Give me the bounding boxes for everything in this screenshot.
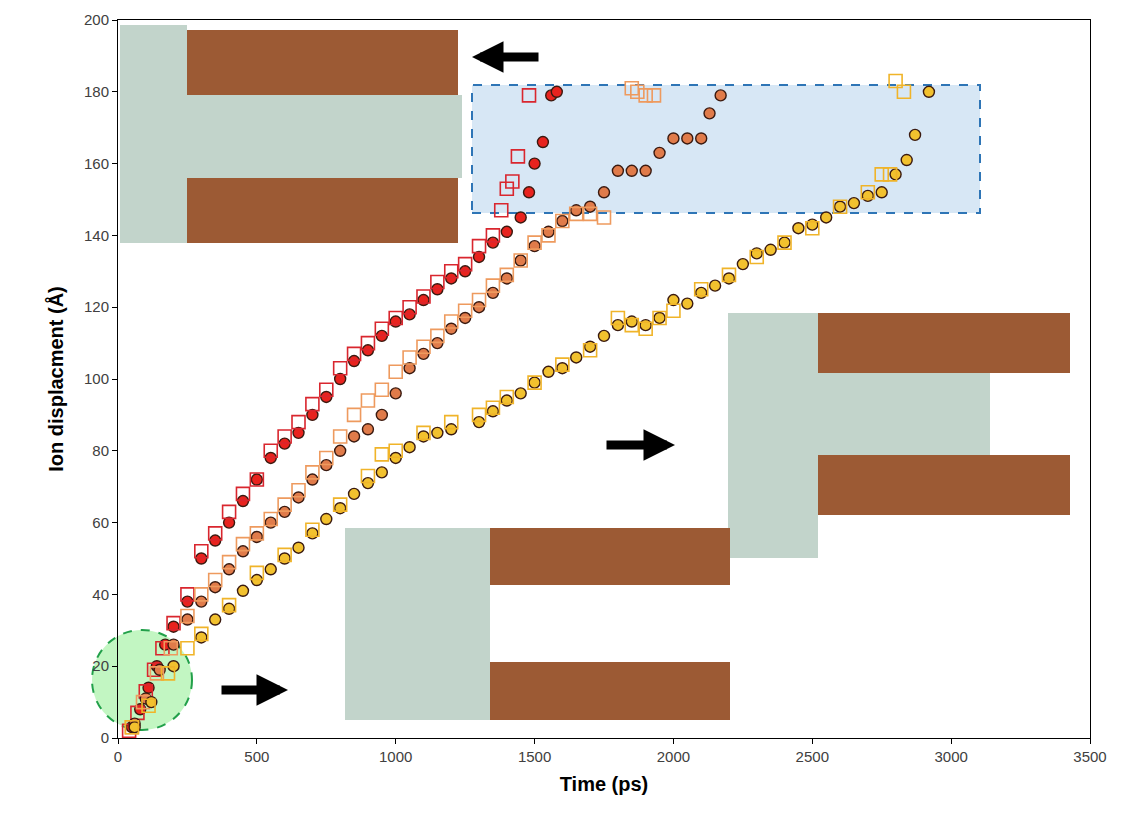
svg-text:60: 60 bbox=[92, 514, 109, 531]
svg-text:3500: 3500 bbox=[1073, 748, 1106, 765]
svg-text:200: 200 bbox=[84, 11, 109, 28]
svg-text:500: 500 bbox=[244, 748, 269, 765]
svg-text:100: 100 bbox=[84, 370, 109, 387]
svg-text:1500: 1500 bbox=[518, 748, 551, 765]
svg-text:Time (ps): Time (ps) bbox=[560, 773, 649, 795]
svg-text:40: 40 bbox=[92, 586, 109, 603]
svg-text:0: 0 bbox=[101, 729, 109, 746]
svg-text:160: 160 bbox=[84, 155, 109, 172]
svg-text:3000: 3000 bbox=[934, 748, 967, 765]
svg-text:1000: 1000 bbox=[379, 748, 412, 765]
svg-text:80: 80 bbox=[92, 442, 109, 459]
svg-text:2000: 2000 bbox=[657, 748, 690, 765]
svg-text:140: 140 bbox=[84, 227, 109, 244]
svg-text:120: 120 bbox=[84, 298, 109, 315]
svg-text:Ion displacment (Å): Ion displacment (Å) bbox=[44, 286, 67, 472]
svg-text:20: 20 bbox=[92, 657, 109, 674]
svg-text:2500: 2500 bbox=[796, 748, 829, 765]
svg-text:180: 180 bbox=[84, 83, 109, 100]
svg-text:0: 0 bbox=[114, 748, 122, 765]
